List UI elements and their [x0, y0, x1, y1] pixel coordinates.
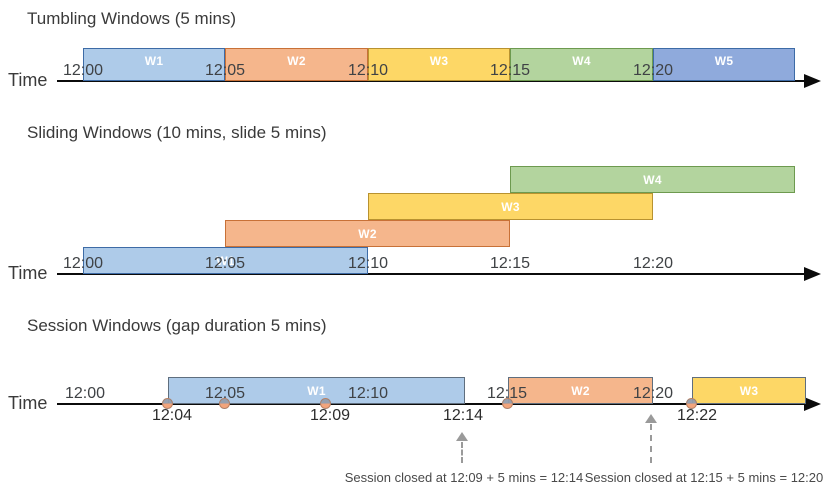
tumbling-tick-1220: 12:20 [632, 62, 674, 79]
session-close-arrowhead-1-icon [456, 432, 468, 441]
tumbling-window-w2-label: W2 [287, 53, 306, 68]
sliding-time-axis [57, 273, 806, 275]
session-time-axis-label: Time [8, 393, 48, 413]
session-event-label-1204: 12:04 [151, 407, 193, 424]
tumbling-tick-1200: 12:00 [62, 62, 104, 79]
sliding-window-w4-label: W4 [643, 172, 662, 187]
event-dot-1209 [320, 398, 331, 409]
event-dot-1205 [219, 398, 230, 409]
sliding-tick-1220: 12:20 [632, 255, 674, 272]
session-window-w2: W2 [508, 377, 653, 404]
session-tick-1210: 12:10 [347, 385, 389, 402]
session-tick-1220: 12:20 [632, 385, 674, 402]
session-event-label-1209: 12:09 [309, 407, 351, 424]
tumbling-axis-arrowhead-icon [804, 74, 821, 88]
session-window-w1: W1 [168, 377, 465, 404]
sliding-tick-1215: 12:15 [489, 255, 531, 272]
tumbling-window-w5-label: W5 [714, 53, 734, 68]
tumbling-tick-1210: 12:10 [347, 62, 389, 79]
tumbling-tick-1205: 12:05 [204, 62, 246, 79]
sliding-window-w2-label: W2 [358, 226, 377, 241]
sliding-window-w4: W4 [510, 166, 795, 193]
tumbling-window-w4-label: W4 [572, 53, 591, 68]
session-event-label-1222: 12:22 [676, 407, 718, 424]
session-window-w3-label: W3 [739, 383, 759, 398]
sliding-section-title: Sliding Windows (10 mins, slide 5 mins) [27, 123, 327, 142]
sliding-window-w3: W3 [368, 193, 653, 220]
sliding-tick-1210: 12:10 [347, 255, 389, 272]
session-time-axis [57, 403, 806, 405]
sliding-time-axis-label: Time [8, 263, 48, 283]
tumbling-window-w3: W3 [368, 48, 510, 81]
event-dot-1222 [686, 398, 697, 409]
session-window-w3: W3 [692, 377, 806, 404]
session-close-arrow-line-1 [461, 442, 463, 463]
tumbling-time-axis-label: Time [8, 70, 48, 90]
event-dot-1215 [502, 398, 513, 409]
session-close-arrow-line-2 [650, 424, 652, 463]
tumbling-window-w1: W1 [83, 48, 225, 81]
session-tick-1205: 12:05 [204, 385, 246, 402]
tumbling-window-w1-label: W1 [144, 53, 164, 68]
sliding-window-w3-label: W3 [501, 199, 520, 214]
event-dot-1204 [162, 398, 173, 409]
sliding-window-w2: W2 [225, 220, 510, 247]
session-tick-1200: 12:00 [64, 385, 106, 402]
session-section-title: Session Windows (gap duration 5 mins) [27, 316, 327, 335]
sliding-axis-arrowhead-icon [804, 267, 821, 281]
session-close-arrowhead-2-icon [645, 414, 657, 423]
session-window-w1-label: W1 [307, 383, 326, 398]
tumbling-window-w2: W2 [225, 48, 368, 81]
session-close-annotation-2: Session closed at 12:15 + 5 mins = 12:20 [584, 470, 824, 485]
session-axis-arrowhead-icon [804, 397, 821, 411]
tumbling-window-w3-label: W3 [429, 53, 449, 68]
sliding-window-w1-label: W1 [216, 253, 235, 268]
sliding-tick-1200: 12:00 [62, 255, 104, 272]
session-window-w2-label: W2 [571, 383, 590, 398]
session-close-annotation-1: Session closed at 12:09 + 5 mins = 12:14 [344, 470, 584, 485]
sliding-tick-1205: 12:05 [204, 255, 246, 272]
tumbling-time-axis [57, 80, 806, 82]
tumbling-tick-1215: 12:15 [489, 62, 531, 79]
sliding-window-w1: W1 [83, 247, 368, 274]
session-tick-1215: 12:15 [486, 385, 528, 402]
tumbling-window-w5: W5 [653, 48, 795, 81]
tumbling-window-w4: W4 [510, 48, 653, 81]
tumbling-section-title: Tumbling Windows (5 mins) [27, 9, 237, 28]
session-close-label-1214: 12:14 [442, 407, 484, 424]
